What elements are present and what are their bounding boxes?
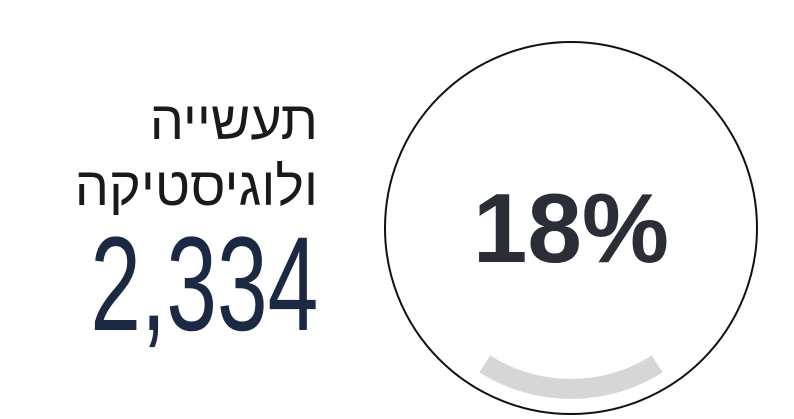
percent-label: 18% <box>473 173 669 283</box>
label-line: ולוגיסטיקה <box>74 157 318 217</box>
progress-arc <box>479 355 663 399</box>
label-line: תעשייה <box>149 91 318 151</box>
ring-outline <box>384 41 758 415</box>
count: 2,334 <box>89 210 318 359</box>
